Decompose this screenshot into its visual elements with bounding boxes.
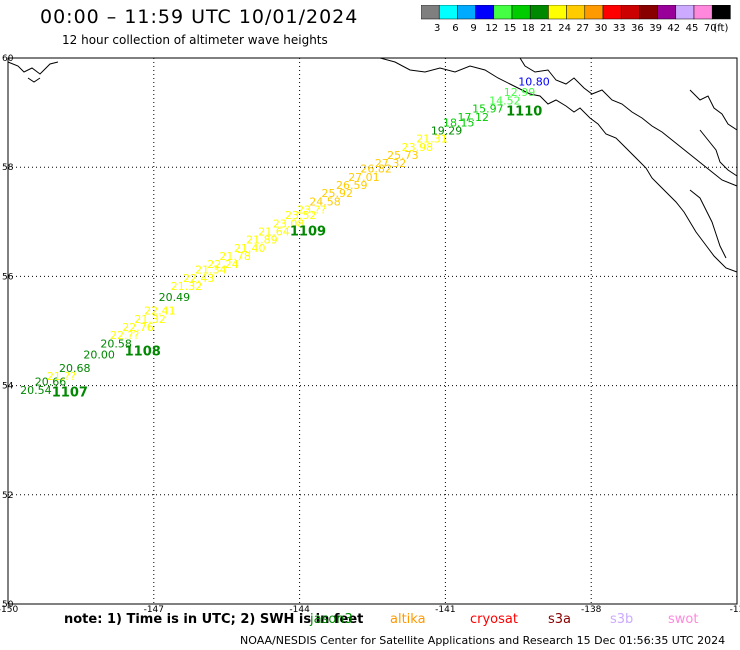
lon-tick-label: -150 [0, 605, 18, 615]
wave-height-label: 21.31 [416, 133, 448, 146]
lat-tick-label: 58 [2, 163, 14, 173]
legend-tick-label: 30 [595, 23, 608, 34]
wave-height-label: 22.76 [122, 321, 153, 334]
legend-tick-label: 70 [704, 23, 717, 34]
wave-height-label: 26.59 [336, 179, 368, 192]
map-subtitle: 12 hour collection of altimeter wave hei… [62, 33, 328, 47]
legend-tick-label: 36 [631, 23, 644, 34]
wave-height-label: 21.64 [258, 225, 290, 238]
pass-number-label: 1108 [125, 345, 161, 360]
lon-tick-label: -147 [144, 605, 164, 615]
wave-height-label: 22.41 [144, 305, 176, 318]
lat-tick-label: 54 [2, 382, 14, 392]
coastline [7, 61, 59, 83]
wave-height-label: 12.99 [504, 86, 535, 99]
pass-number-label: 1109 [290, 224, 326, 239]
wave-height-label: 27.32 [375, 157, 407, 170]
satellite-name: swot [668, 612, 699, 627]
lat-tick-label: 56 [2, 272, 14, 282]
wave-height-label: 25.92 [321, 187, 353, 200]
map-frame [7, 57, 738, 605]
wave-height-label: 21.89 [246, 234, 278, 247]
legend-tick-label: 21 [540, 23, 553, 34]
wave-height-label: 22.?? [110, 329, 139, 342]
legend-tick-label: 18 [522, 23, 535, 34]
legend-tick-label: 15 [504, 23, 517, 34]
wave-height-label: 17.12 [458, 111, 490, 124]
wave-height-label: 10.80 [518, 75, 550, 88]
wave-height-label: 21.?? [47, 370, 76, 383]
wave-height-label: 23.?? [297, 204, 326, 217]
wave-height-label: 21.32 [134, 313, 166, 326]
legend-swatch [711, 5, 731, 20]
wave-height-label: 20.66 [35, 376, 66, 389]
wave-height-label: 26.82 [360, 163, 392, 176]
map-title: 00:00 – 11:59 UTC 10/01/2024 [40, 6, 359, 28]
satellite-name: altika [390, 612, 426, 627]
wave-height-label: 21.32 [171, 280, 203, 293]
wave-height-label: 25.73 [387, 149, 419, 162]
lon-tick-label: -13 [730, 605, 740, 615]
coastline [379, 57, 738, 273]
legend-tick-label: 12 [485, 23, 498, 34]
wave-height-label: 20.54 [20, 384, 52, 397]
wave-height-label: 20.68 [59, 362, 91, 375]
coastline [689, 89, 738, 259]
wave-height-label: 15.97 [472, 103, 504, 116]
lon-tick-label: -141 [435, 605, 455, 615]
legend-tick-label: 9 [470, 23, 476, 34]
satellite-name: cryosat [470, 612, 518, 627]
wave-height-label: 20.00 [83, 348, 115, 361]
lat-tick-label: 60 [2, 54, 14, 64]
wave-height-label: 18.15 [443, 116, 475, 129]
wave-height-label: 21.78 [219, 250, 251, 263]
wave-height-label: 21.40 [234, 242, 265, 255]
lon-tick-label: -144 [289, 605, 310, 615]
pass-number-label: 1110 [506, 104, 542, 119]
wave-height-label: 23.52 [285, 209, 317, 222]
satellite-name: s3b [610, 612, 634, 627]
lon-tick-label: -138 [581, 605, 602, 615]
satellite-name: s3a [548, 612, 572, 627]
wave-height-label: 19.29 [431, 124, 463, 137]
wave-height-label: 22.43 [183, 272, 215, 285]
satellite-name: jason3 [310, 612, 353, 627]
wave-height-label: 21.34 [195, 264, 227, 277]
wave-height-label: 20.58 [100, 337, 132, 350]
coastline [519, 57, 738, 187]
color-legend: 3 6 9 12 15 18 21 24 27 30 33 36 39 42 45 70(ft) [421, 5, 731, 34]
legend-tick-label: 24 [558, 23, 571, 34]
credit-line: NOAA/NESDIS Center for Satellite Applica… [240, 634, 726, 647]
wave-height-label: 20.49 [159, 291, 191, 304]
legend-unit: (ft) [713, 23, 728, 34]
legend-tick-label: 39 [649, 23, 662, 34]
legend-tick-label: 45 [686, 23, 699, 34]
wave-height-label: 24.58 [309, 195, 341, 208]
wave-height-label: 23.98 [402, 141, 434, 154]
lat-tick-label: 52 [2, 491, 13, 501]
legend-tick-label: 3 [434, 23, 440, 34]
lat-tick-label: 50 [2, 600, 14, 610]
legend-tick-label: 6 [452, 23, 458, 34]
footer-note: note: 1) Time is in UTC; 2) SWH is in fe… [64, 612, 364, 627]
wave-height-label: 14.52 [489, 94, 521, 107]
legend-tick-label: 33 [613, 23, 626, 34]
wave-height-label: 27.01 [348, 171, 380, 184]
wave-height-label: 22.24 [207, 258, 239, 271]
legend-tick-label: 42 [667, 23, 680, 34]
wave-height-label: 23.08 [273, 217, 305, 230]
legend-tick-label: 27 [576, 23, 589, 34]
pass-number-label: 1107 [52, 386, 88, 401]
